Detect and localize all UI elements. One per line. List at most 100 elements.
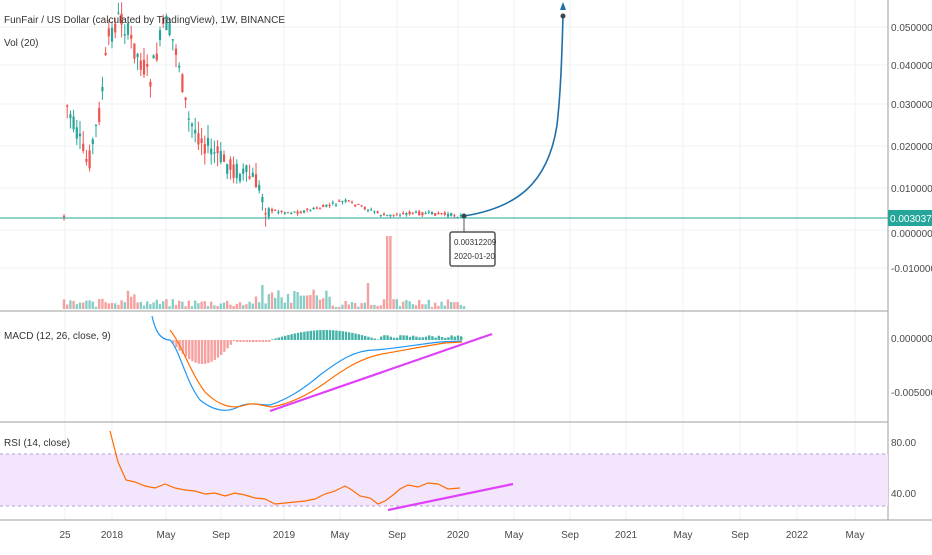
rsi-axis[interactable]: 80.00 40.00	[891, 438, 916, 500]
price-axis[interactable]: 0.05000000 0.04000000 0.03000000 0.02000…	[888, 23, 932, 275]
macd-histogram-bar	[277, 337, 280, 340]
macd-histogram-bar	[450, 335, 453, 340]
price-tick: -0.01000000	[891, 264, 932, 275]
volume-bar	[130, 296, 133, 309]
volume-bar	[341, 304, 344, 309]
candle-body	[338, 200, 341, 202]
volume-bar	[315, 295, 318, 309]
volume-bar	[392, 299, 395, 309]
candle-body	[194, 129, 197, 134]
rsi-trendline[interactable]	[387, 482, 514, 512]
volume-bar	[434, 302, 437, 309]
candle-body	[325, 204, 328, 207]
macd-histogram-bar	[367, 336, 370, 340]
volume-bar	[450, 301, 453, 309]
candle-body	[229, 159, 232, 170]
time-tick-label: May	[846, 530, 865, 541]
volume-bar	[168, 306, 171, 309]
volume-bar	[162, 301, 165, 309]
macd-histogram-bar	[341, 331, 344, 340]
macd-histogram-bar	[197, 340, 200, 364]
macd-histogram-bar	[296, 332, 300, 340]
volume-bar	[187, 300, 190, 309]
candle-body	[261, 196, 264, 203]
candle-body	[312, 207, 315, 210]
volume-bar	[395, 299, 398, 309]
macd-histogram-bar	[284, 335, 287, 340]
candle-body	[386, 214, 389, 216]
candle-body	[114, 23, 117, 33]
volume-bars	[62, 236, 466, 309]
candle-body	[117, 12, 120, 14]
candle-body	[235, 163, 238, 179]
volume-bar	[453, 302, 456, 309]
candle-body	[434, 213, 437, 216]
volume-bar	[248, 301, 251, 309]
candle-body	[427, 211, 430, 213]
volume-bar	[424, 304, 427, 309]
macd-histogram-bar	[216, 340, 220, 358]
candle-body	[158, 30, 162, 40]
volume-bar	[357, 306, 360, 309]
volume-bar	[318, 299, 322, 309]
volume-bar	[344, 300, 347, 309]
volume-bar	[270, 292, 274, 309]
candle-body	[139, 60, 142, 70]
macd-histogram-bar	[357, 334, 360, 340]
volume-bar	[94, 306, 98, 309]
macd-histogram-bar	[204, 340, 207, 364]
time-tick-label: 2021	[615, 530, 638, 541]
volume-bar	[197, 303, 200, 309]
macd-histogram-bar	[181, 340, 184, 354]
volume-bar	[338, 306, 341, 309]
candle-body	[392, 214, 395, 216]
candle-body	[155, 53, 158, 61]
candle-body	[216, 146, 219, 154]
volume-bar	[299, 295, 302, 309]
projection-start-point[interactable]	[461, 213, 467, 219]
volume-bar	[264, 303, 267, 309]
candle-body	[242, 168, 245, 174]
candle-body	[274, 209, 277, 211]
candle-body	[411, 212, 414, 214]
volume-bar	[251, 303, 254, 309]
price-candles[interactable]	[62, 2, 466, 227]
candle-body	[264, 212, 267, 215]
time-axis[interactable]: 25 2018 May Sep 2019 May Sep 2020 May Sep 2021 May S…	[59, 530, 864, 541]
candle-body	[293, 211, 296, 213]
macd-trendline[interactable]	[269, 332, 493, 413]
volume-bar	[379, 305, 382, 309]
volume-bar	[290, 302, 293, 309]
volume-bar	[331, 305, 334, 309]
time-tick-label: Sep	[212, 530, 230, 541]
projection-curve[interactable]	[463, 15, 564, 217]
signal-line	[169, 329, 463, 408]
volume-bar	[373, 304, 376, 309]
volume-bar	[114, 303, 117, 309]
volume-bar	[91, 301, 94, 309]
macd-histogram-bar	[232, 340, 236, 342]
volume-bar	[245, 304, 248, 309]
macd-histogram-bar	[316, 330, 319, 340]
price-tick: 0.01000000	[891, 184, 932, 195]
candle-body	[376, 211, 379, 214]
volume-bar	[306, 295, 309, 309]
candle-body	[379, 215, 382, 217]
volume-bar	[69, 300, 72, 309]
candle-body	[424, 213, 427, 215]
volume-bar	[456, 302, 459, 309]
volume-bar	[238, 302, 242, 309]
candle-body	[178, 65, 181, 68]
candle-body	[78, 133, 82, 137]
volume-bar	[82, 302, 85, 309]
macd-histogram-bar	[194, 340, 197, 363]
macd-histogram-bar	[421, 337, 424, 340]
projection-end-point[interactable]	[560, 13, 566, 19]
macd-histogram-bar	[242, 340, 245, 342]
macd-histogram-bar	[428, 335, 431, 340]
macd-histogram-bar	[200, 340, 204, 364]
macd-axis[interactable]: 0.00000000 -0.00500000	[891, 334, 932, 399]
candle-body	[437, 212, 440, 215]
